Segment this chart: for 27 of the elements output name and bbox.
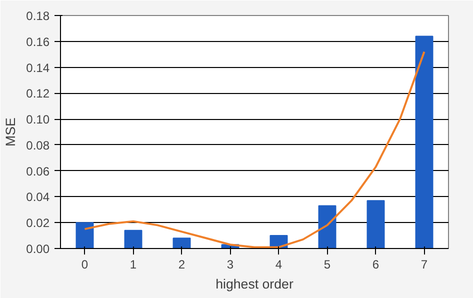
x-tick-label: 4 <box>275 258 282 272</box>
bar <box>124 230 142 248</box>
y-tick-label: 0.06 <box>26 164 50 178</box>
y-axis-title: MSE <box>3 117 18 146</box>
y-tick-label: 0.10 <box>26 112 50 127</box>
x-tick-label: 3 <box>226 258 234 272</box>
y-tick-label: 0.08 <box>26 138 50 152</box>
y-tick-label: 0.16 <box>26 34 50 49</box>
y-tick-label: 0.02 <box>26 216 50 230</box>
y-tick-label: 0.18 <box>26 9 50 23</box>
x-tick-label: 5 <box>324 258 331 272</box>
bar <box>415 36 434 248</box>
y-tick-label: 0.04 <box>26 190 50 204</box>
y-tick-label: 0.12 <box>26 86 50 101</box>
x-axis-title: highest order <box>216 276 294 292</box>
x-tick-label: 7 <box>420 258 428 272</box>
bar <box>366 200 385 248</box>
bar <box>172 238 191 248</box>
y-tick-label: 0.00 <box>26 242 50 256</box>
bar <box>76 222 94 248</box>
x-tick-label: 2 <box>178 258 186 272</box>
y-tick-label: 0.14 <box>26 60 50 75</box>
line-series <box>84 50 426 248</box>
x-tick-label: 6 <box>372 258 380 272</box>
x-tick-label: 1 <box>130 258 137 272</box>
x-tick-label: 0 <box>81 258 88 272</box>
bar <box>318 205 336 248</box>
